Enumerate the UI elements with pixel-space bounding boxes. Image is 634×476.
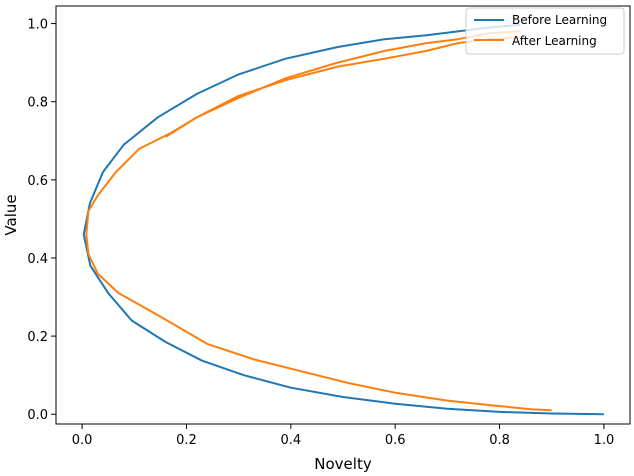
x-tick-label: 0.0 — [72, 433, 93, 448]
legend-label-before-learning: Before Learning — [512, 13, 607, 27]
x-tick-label: 0.4 — [280, 433, 301, 448]
x-axis: 0.0 0.2 0.4 0.6 0.8 1.0 — [72, 424, 615, 448]
legend: Before Learning After Learning — [465, 7, 625, 55]
y-tick-label: 0.8 — [27, 96, 48, 111]
series-layer — [82, 23, 604, 416]
y-tick-label: 0.4 — [27, 252, 48, 267]
plot-frame — [55, 5, 631, 425]
y-tick-label: 1.0 — [27, 18, 48, 33]
series-line-before-learning — [82, 23, 604, 416]
x-axis-label: Novelty — [314, 455, 372, 473]
series-line-after-learning — [85, 30, 552, 412]
x-tick-label: 0.2 — [176, 433, 197, 448]
x-tick-label: 1.0 — [594, 433, 615, 448]
x-tick-label: 0.6 — [385, 433, 406, 448]
y-tick-label: 0.2 — [27, 330, 48, 345]
y-axis-label: Value — [2, 194, 20, 235]
y-tick-label: 0.6 — [27, 174, 48, 189]
y-axis: 0.0 0.2 0.4 0.6 0.8 1.0 — [27, 18, 56, 423]
y-tick-label: 0.0 — [27, 408, 48, 423]
legend-label-after-learning: After Learning — [512, 34, 597, 48]
x-tick-label: 0.8 — [489, 433, 510, 448]
legend-box — [465, 7, 625, 55]
